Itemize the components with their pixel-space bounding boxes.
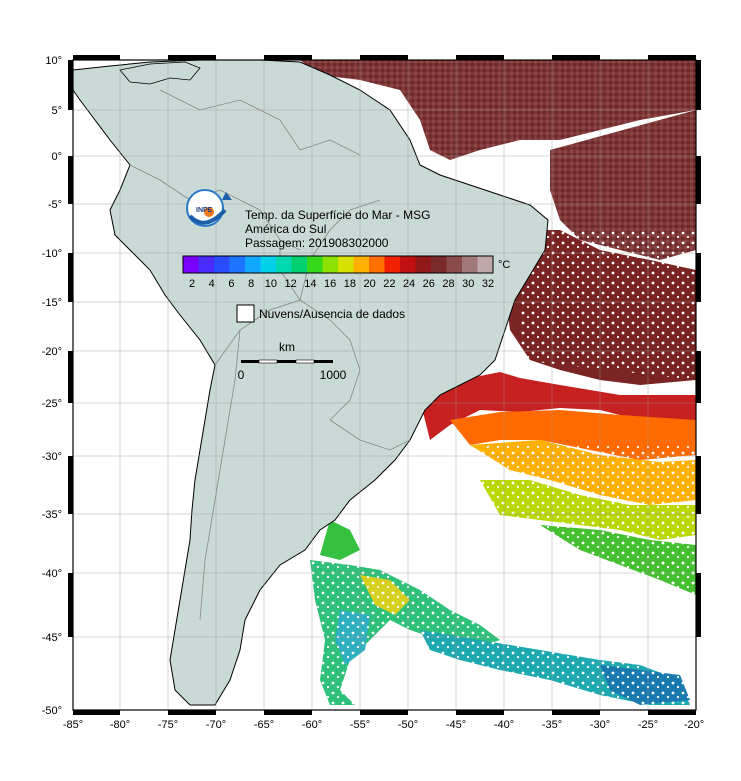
map-subtitle: América do Sul <box>245 222 326 236</box>
lon-label: -75° <box>158 719 178 731</box>
lon-label: -40° <box>494 719 514 731</box>
lon-axis: -85° -80° -75° -70° -65° -60° -55° -50° … <box>63 719 704 731</box>
colorbar-segment <box>198 256 215 273</box>
inpe-logo: INPE <box>186 189 232 227</box>
colorbar-tick-label: 4 <box>209 278 215 290</box>
scale-start: 0 <box>238 368 245 382</box>
colorbar-tick-label: 10 <box>265 278 277 290</box>
colorbar-tick-label: 22 <box>383 278 395 290</box>
colorbar-segment <box>260 256 277 273</box>
scale-end: 1000 <box>320 368 347 382</box>
colorbar: 2 4 6 8 10 12 14 16 18 20 22 24 26 28 30 32 <box>182 255 494 290</box>
colorbar-tick-label: 2 <box>189 278 195 290</box>
lon-label: -45° <box>446 719 466 731</box>
lon-label: -20° <box>684 719 704 731</box>
lat-label: -50° <box>42 705 62 717</box>
lat-label: -35° <box>42 509 62 521</box>
map-pass-time: Passagem: 201908302000 <box>245 236 389 250</box>
logo-arrow-icon <box>222 192 232 200</box>
colorbar-tick-label: 12 <box>285 278 297 290</box>
cloud-legend-label: Nuvens/Ausencia de dados <box>259 307 405 321</box>
lon-label: -50° <box>398 719 418 731</box>
lat-label: -30° <box>42 451 62 463</box>
scale-unit: km <box>279 340 295 354</box>
colorbar-segment <box>307 256 323 273</box>
cloud-legend: Nuvens/Ausencia de dados <box>236 304 405 323</box>
colorbar-segment <box>477 256 494 273</box>
colorbar-tick-label: 28 <box>442 278 454 290</box>
colorbar-segment <box>214 256 230 273</box>
lat-label: -15° <box>42 297 62 309</box>
lon-label: -35° <box>542 719 562 731</box>
lat-label: -5° <box>48 199 62 211</box>
lon-label: -85° <box>63 719 83 731</box>
colorbar-segment <box>415 256 432 273</box>
colorbar-tick-label: 24 <box>403 278 415 290</box>
map-panel <box>68 55 701 715</box>
colorbar-unit: °C <box>498 259 510 271</box>
lon-label: -25° <box>638 719 658 731</box>
lon-label: -55° <box>350 719 370 731</box>
colorbar-segment <box>322 256 339 273</box>
colorbar-segment <box>245 256 261 273</box>
sst-cool-southwest <box>310 520 696 705</box>
lon-label: -60° <box>302 719 322 731</box>
lat-label: 5° <box>51 105 62 117</box>
colorbar-segment <box>291 256 308 273</box>
lat-axis: 10° 5° 0° -5° -10° -15° -20° -25° -30° -… <box>42 55 62 717</box>
cloud-legend-swatch <box>236 304 255 323</box>
lon-label: -30° <box>590 719 610 731</box>
colorbar-segment <box>431 256 447 273</box>
lon-label: -80° <box>110 719 130 731</box>
scale-bar: km 0 1000 <box>238 340 347 382</box>
logo-sun-icon <box>204 207 214 217</box>
colorbar-segment <box>446 256 463 273</box>
colorbar-tick-label: 32 <box>482 278 494 290</box>
graticule <box>73 60 696 710</box>
colorbar-tick-label: 20 <box>363 278 375 290</box>
lat-label: 10° <box>45 55 62 67</box>
lat-label: -40° <box>42 568 62 580</box>
lat-label: -20° <box>42 346 62 358</box>
lon-label: -65° <box>254 719 274 731</box>
colorbar-segment <box>384 256 401 273</box>
colorbar-tick-label: 6 <box>228 278 234 290</box>
colorbar-segment <box>229 256 246 273</box>
colorbar-tick-label: 14 <box>304 278 316 290</box>
lat-label: -10° <box>42 248 62 260</box>
frame-checker <box>68 55 701 715</box>
logo-text: INPE <box>196 207 213 214</box>
colorbar-tick-label: 26 <box>423 278 435 290</box>
lat-label: -45° <box>42 632 62 644</box>
colorbar-border <box>182 255 494 274</box>
colorbar-segment <box>369 256 385 273</box>
colorbar-segment <box>338 256 354 273</box>
lon-label: -70° <box>206 719 226 731</box>
colorbar-segment <box>400 256 416 273</box>
colorbar-tick-label: 16 <box>324 278 336 290</box>
country-borders <box>129 89 411 621</box>
colorbar-segment <box>276 256 292 273</box>
colorbar-segment <box>353 256 370 273</box>
lat-label: 0° <box>51 151 62 163</box>
lat-label: -25° <box>42 398 62 410</box>
colorbar-tick-label: 18 <box>344 278 356 290</box>
colorbar-segment <box>462 256 478 273</box>
map-title: Temp. da Superfície do Mar - MSG <box>245 208 430 222</box>
colorbar-tick-label: 8 <box>248 278 254 290</box>
colorbar-segment <box>183 256 199 273</box>
colorbar-tick-label: 30 <box>462 278 474 290</box>
